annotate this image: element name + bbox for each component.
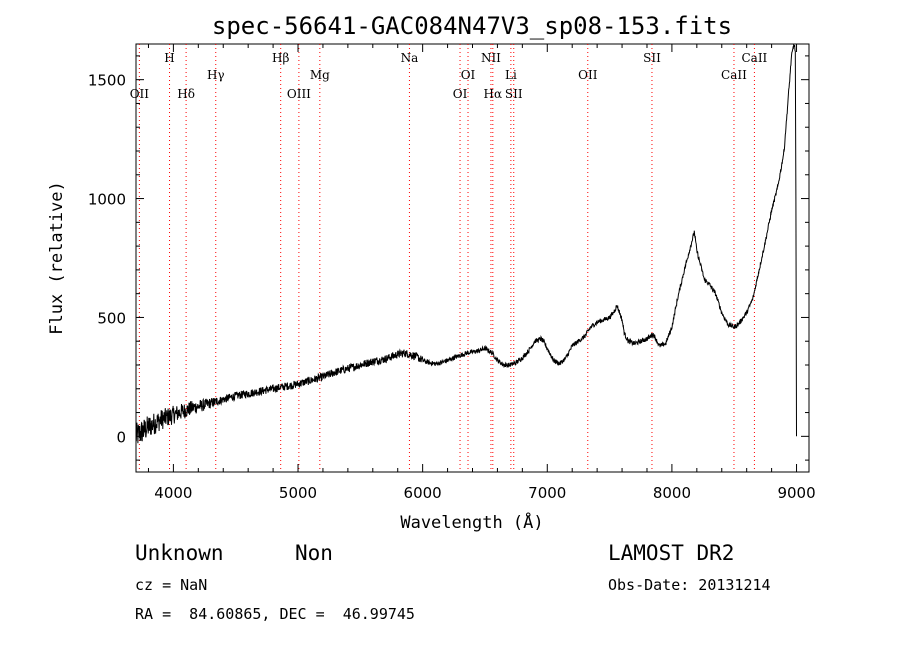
y-tick-label: 1000 [88,191,126,209]
y-tick-label: 0 [116,428,126,446]
y-tick-label: 1500 [88,72,126,90]
line-marker-label: Mg [310,68,330,82]
x-tick-label: 9000 [777,484,815,502]
line-marker-label: Hα [484,87,503,101]
series-layer [135,44,797,444]
spectrum-series-line [135,44,797,444]
survey-name: LAMOST DR2 [608,541,735,565]
spectral-class: Unknown [135,541,224,565]
spectral-subclass: Non [295,541,333,565]
line-marker-label: OII [130,87,150,101]
redshift-text: cz = NaN [135,576,208,594]
x-tick-label: 8000 [653,484,691,502]
line-marker-label: OII [578,68,598,82]
line-marker-label: CaII [741,51,767,65]
coordinates: RA = 84.60865, DEC = 46.99745 [135,605,415,623]
line-marker-label: H [164,51,174,65]
line-marker-label: CaII [721,68,747,82]
line-marker-label: OI [453,87,468,101]
x-tick-label: 5000 [279,484,317,502]
line-marker-label: Li [505,68,517,82]
x-tick-label: 4000 [154,484,192,502]
x-tick-label: 7000 [528,484,566,502]
line-marker-label: Na [401,51,419,65]
plot-frame [135,43,810,473]
obs-date: Obs-Date: 20131214 [608,576,771,594]
line-marker-label: NII [481,51,501,65]
x-axis-label: Wavelength (Å) [400,511,543,533]
axis-ticks: 4000 5000 6000 7000 8000 9000 0 500 1000 1500 [88,44,816,502]
x-tick-label: 6000 [404,484,442,502]
line-marker-label: OI [461,68,476,82]
y-axis-label: Flux (relative) [47,181,67,335]
line-marker-label: OIII [287,87,311,101]
chart-title: spec-56641-GAC084N47V3_sp08-153.fits [212,12,732,40]
line-marker-label: Hβ [272,51,289,65]
line-marker-label: SII [643,51,661,65]
line-marker-label: Hγ [207,68,225,82]
line-marker-label: SII [505,87,523,101]
line-marker-label: Hδ [177,87,195,101]
y-tick-label: 500 [97,309,126,327]
